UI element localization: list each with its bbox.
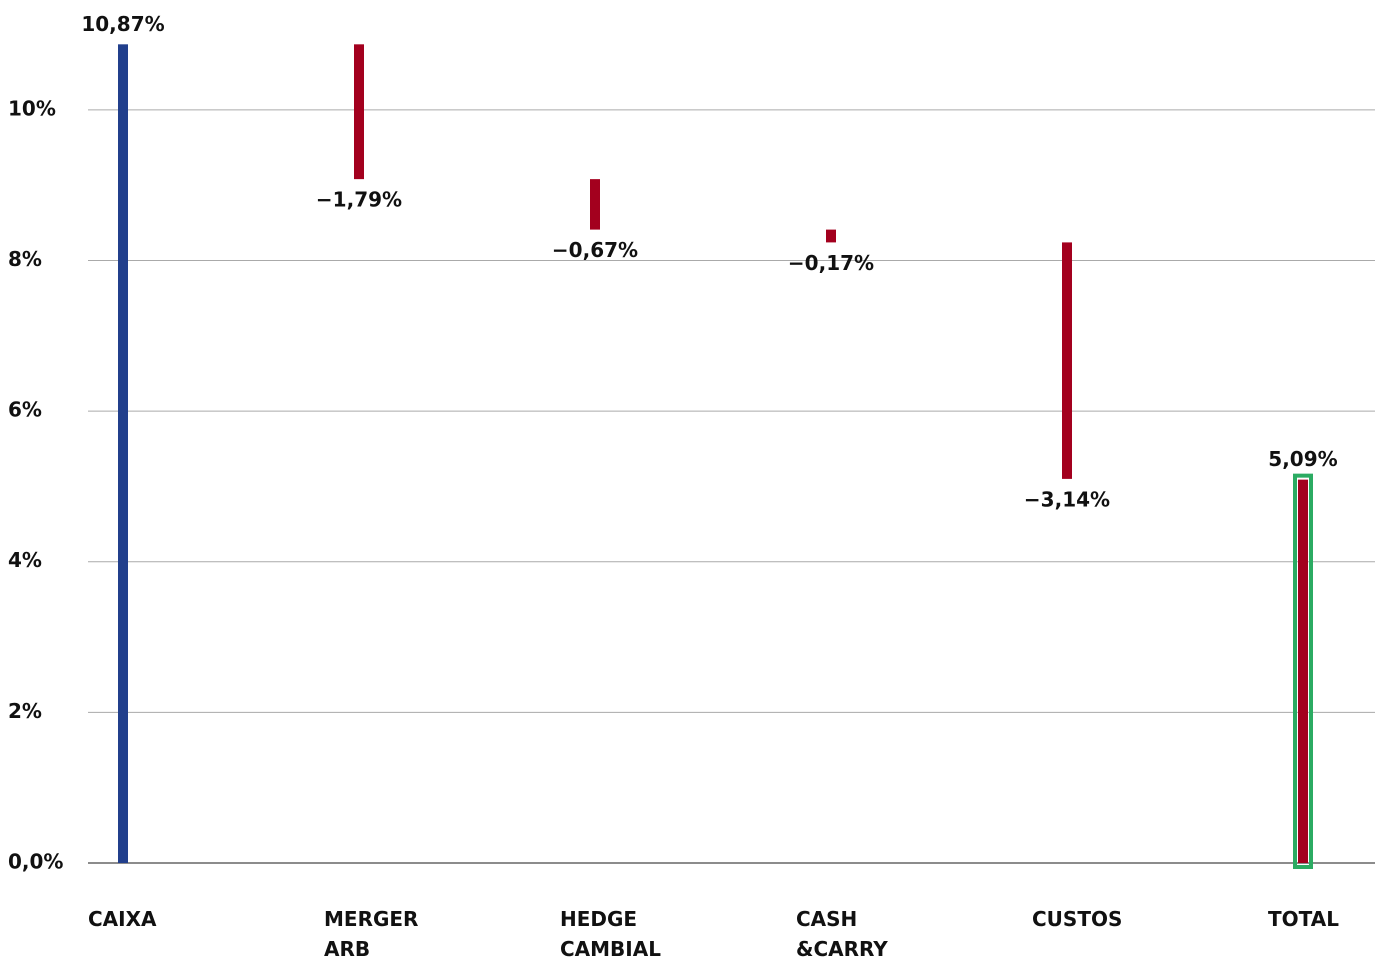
x-tick-label: CAIXA (88, 907, 157, 931)
x-tick-label: CASH &CARRY (796, 907, 888, 959)
bar (354, 44, 364, 180)
bar (1298, 479, 1308, 863)
bar (118, 44, 128, 864)
y-tick-label: 8% (8, 247, 42, 271)
total-outline (1293, 473, 1313, 869)
value-label: −0,67% (552, 238, 638, 262)
y-tick-label: 6% (8, 398, 42, 422)
value-label: 5,09% (1268, 447, 1337, 471)
x-tick-label: CUSTOS (1032, 907, 1123, 931)
y-tick-label: 2% (8, 699, 42, 723)
y-tick-label: 4% (8, 548, 42, 572)
value-label: −0,17% (788, 251, 874, 275)
x-tick-label: HEDGE CAMBIAL (560, 907, 661, 959)
value-label: −1,79% (316, 188, 402, 212)
x-tick-label: MERGER ARB (324, 907, 419, 959)
value-label: 10,87% (81, 12, 164, 36)
bar (590, 179, 600, 230)
bar (1062, 242, 1072, 479)
y-tick-label: 0,0% (8, 850, 63, 874)
y-tick-label: 10% (8, 96, 56, 120)
bar (826, 229, 836, 243)
x-tick-label: TOTAL (1268, 907, 1339, 931)
value-label: −3,14% (1024, 487, 1110, 511)
